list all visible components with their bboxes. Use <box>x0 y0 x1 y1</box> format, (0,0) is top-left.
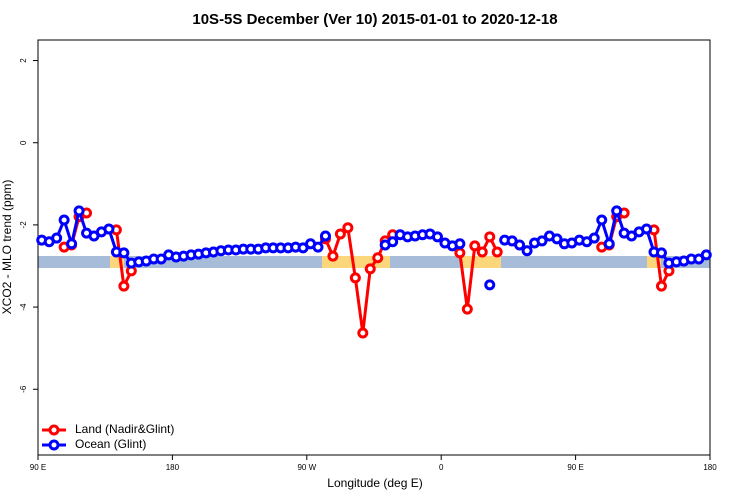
data-point <box>484 231 496 243</box>
data-point <box>431 231 443 243</box>
data-point <box>58 214 70 226</box>
legend-label: Land (Nadir&Glint) <box>75 422 174 436</box>
data-point <box>364 263 376 275</box>
data-point <box>118 247 130 259</box>
y-tick-label: -4 <box>19 303 28 311</box>
data-point <box>536 235 548 247</box>
data-point <box>700 249 712 261</box>
data-point <box>334 228 346 240</box>
data-point <box>327 250 339 262</box>
land-band <box>460 256 501 268</box>
x-axis-label: Longitude (deg E) <box>327 476 422 490</box>
data-point <box>469 240 481 252</box>
x-tick-label: 90 E <box>567 463 583 472</box>
data-point <box>372 252 384 264</box>
data-point <box>387 236 399 248</box>
x-tick-label: 90 E <box>30 463 46 472</box>
data-point <box>118 280 130 292</box>
data-point <box>51 232 63 244</box>
y-tick-label: 2 <box>19 58 28 63</box>
data-point <box>73 205 85 217</box>
y-tick-label: -6 <box>19 385 28 393</box>
data-point <box>655 247 667 259</box>
data-point <box>551 233 563 245</box>
data-point <box>342 222 354 234</box>
x-tick-label: 0 <box>439 463 444 472</box>
data-point <box>461 303 473 315</box>
data-point <box>319 230 331 242</box>
data-point <box>491 246 503 258</box>
data-point <box>611 205 623 217</box>
data-point <box>655 280 667 292</box>
data-point <box>454 238 466 250</box>
data-point <box>349 272 361 284</box>
legend-marker <box>48 424 60 436</box>
data-point <box>66 238 78 250</box>
legend-label: Ocean (Glint) <box>75 437 146 451</box>
y-tick-label: -2 <box>19 221 28 229</box>
data-point <box>312 241 324 253</box>
data-point <box>514 239 526 251</box>
data-point <box>103 223 115 235</box>
data-point <box>476 246 488 258</box>
data-point <box>603 238 615 250</box>
y-axis-label: XCO2 - MLO trend (ppm) <box>0 180 14 315</box>
x-tick-label: 180 <box>703 463 717 472</box>
series-line <box>63 211 671 334</box>
data-point <box>484 279 496 291</box>
chart-title: 10S-5S December (Ver 10) 2015-01-01 to 2… <box>192 11 557 28</box>
data-point <box>521 245 533 257</box>
data-point <box>596 214 608 226</box>
x-tick-label: 90 W <box>297 463 316 472</box>
data-point <box>641 223 653 235</box>
x-tick-label: 180 <box>166 463 180 472</box>
data-point <box>357 327 369 339</box>
data-point <box>588 232 600 244</box>
y-tick-label: 0 <box>19 140 28 145</box>
data-point <box>454 247 466 259</box>
legend-marker <box>48 439 60 451</box>
plot-frame <box>37 39 711 456</box>
